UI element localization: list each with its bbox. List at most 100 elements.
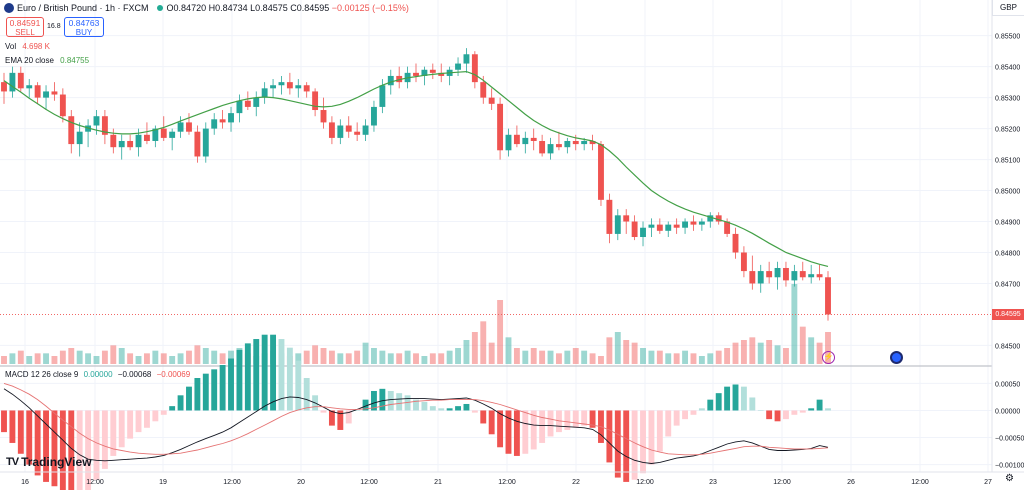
candle-body <box>194 131 201 157</box>
open-value: O0.84720 <box>166 3 207 13</box>
volume-bar <box>724 348 731 364</box>
volume-bar <box>581 350 588 364</box>
macd-histogram-bar <box>522 410 529 454</box>
volume-bar <box>497 300 504 364</box>
candle-body <box>228 113 234 123</box>
currency-selector[interactable]: GBP <box>992 0 1024 16</box>
macd-histogram-bar <box>673 410 680 426</box>
macd-histogram-bar <box>547 410 554 437</box>
time-tick-label: 12:00 <box>773 479 791 486</box>
macd-histogram-bar <box>152 410 159 422</box>
macd-histogram-bar <box>530 410 537 450</box>
candle-body <box>93 116 100 126</box>
currency-flag-icon <box>4 3 14 13</box>
volume-bar <box>429 353 436 364</box>
volume-bar <box>757 342 764 364</box>
macd-histogram-bar <box>328 410 335 426</box>
price-tick-label: 0.85500 <box>995 34 1020 41</box>
macd-histogram-bar <box>59 410 66 490</box>
macd-histogram-bar <box>429 406 436 411</box>
sell-button[interactable]: 0.84591 SELL <box>6 17 44 37</box>
volume-bar <box>345 353 352 364</box>
macd-line <box>3 388 829 464</box>
candle-body <box>110 134 117 148</box>
buy-button[interactable]: 0.84763 BUY <box>64 17 104 37</box>
volume-bar <box>295 353 302 364</box>
macd-histogram-bar <box>732 384 739 411</box>
time-tick-label: 12:00 <box>636 479 654 486</box>
macd-histogram-bar <box>143 410 150 428</box>
macd-legend[interactable]: MACD 12 26 close 9 0.00000 −0.00068 −0.0… <box>5 370 190 379</box>
macd-histogram-bar <box>110 410 117 456</box>
volume-value: 4.698 K <box>22 42 50 51</box>
candle-body <box>690 221 697 225</box>
volume-bar <box>547 350 554 364</box>
volume-bar <box>740 340 747 364</box>
macd-histogram-bar <box>572 410 579 428</box>
macd-histogram-bar <box>413 399 419 411</box>
low-value: L0.84575 <box>250 3 288 13</box>
macd-histogram-bar <box>101 410 108 469</box>
macd-histogram-bar <box>808 408 815 411</box>
time-tick-label: 22 <box>572 479 580 486</box>
candle-body <box>354 131 361 135</box>
volume-bar <box>791 284 798 364</box>
macd-histogram-bar <box>320 410 327 413</box>
price-tick-label: 0.85200 <box>995 127 1020 134</box>
macd-histogram-bar <box>783 410 789 420</box>
macd-histogram-bar <box>17 410 24 454</box>
volume-bar <box>555 353 562 364</box>
macd-histogram-bar <box>724 386 731 411</box>
candle-body <box>555 144 562 148</box>
macd-histogram-bar <box>236 349 243 411</box>
macd-histogram-bar <box>379 388 386 411</box>
macd-histogram-bar <box>825 408 831 411</box>
volume-bar <box>783 348 789 364</box>
candle-body <box>455 63 461 70</box>
spread-value: 16.8 <box>47 23 61 30</box>
macd-histogram-bar <box>337 410 344 430</box>
economic-event-icon[interactable] <box>890 351 903 364</box>
ema-legend[interactable]: EMA 20 close 0.84755 <box>5 56 89 65</box>
volume-bar <box>471 332 478 364</box>
volume-bar <box>59 350 66 364</box>
candle-body <box>143 134 150 141</box>
volume-bar <box>110 345 117 364</box>
macd-histogram-bar <box>623 410 630 482</box>
settings-icon[interactable]: ⚙ <box>1005 473 1014 484</box>
candle-body <box>396 75 403 83</box>
macd-tick-label: 0.00050 <box>995 381 1020 388</box>
volume-bar <box>598 356 604 364</box>
macd-histogram-bar <box>513 410 520 456</box>
candle-body <box>253 97 260 107</box>
macd-signal-value: −0.00069 <box>156 370 191 379</box>
volume-bar <box>337 353 344 364</box>
volume-bar <box>160 353 167 364</box>
macd-histogram-bar <box>471 410 478 413</box>
volume-bar <box>68 348 75 364</box>
volume-bar <box>606 337 613 364</box>
volume-bar <box>228 350 234 364</box>
time-tick-label: 26 <box>847 479 855 486</box>
volume-bar <box>177 353 184 364</box>
macd-histogram-bar <box>261 334 268 411</box>
change-value: −0.00125 (−0.15%) <box>331 3 409 13</box>
volume-bar <box>539 350 546 364</box>
macd-histogram-bar <box>186 386 192 411</box>
lightning-icon[interactable]: ⚡ <box>822 351 835 364</box>
macd-histogram-bar <box>286 347 293 411</box>
macd-histogram-bar <box>387 390 394 411</box>
candle-body <box>564 140 571 148</box>
volume-legend[interactable]: Vol 4.698 K <box>5 42 50 51</box>
candle-body <box>463 54 470 64</box>
macd-histogram-bar <box>211 369 218 411</box>
time-tick-label: 20 <box>297 479 305 486</box>
macd-histogram-bar <box>488 410 495 435</box>
symbol-title[interactable]: Euro / British Pound · 1h · FXCM <box>17 3 149 13</box>
candle-body <box>766 271 773 278</box>
candle-body <box>421 69 428 76</box>
candle-body <box>497 103 504 151</box>
volume-bar <box>371 348 377 364</box>
volume-bar <box>303 350 310 364</box>
